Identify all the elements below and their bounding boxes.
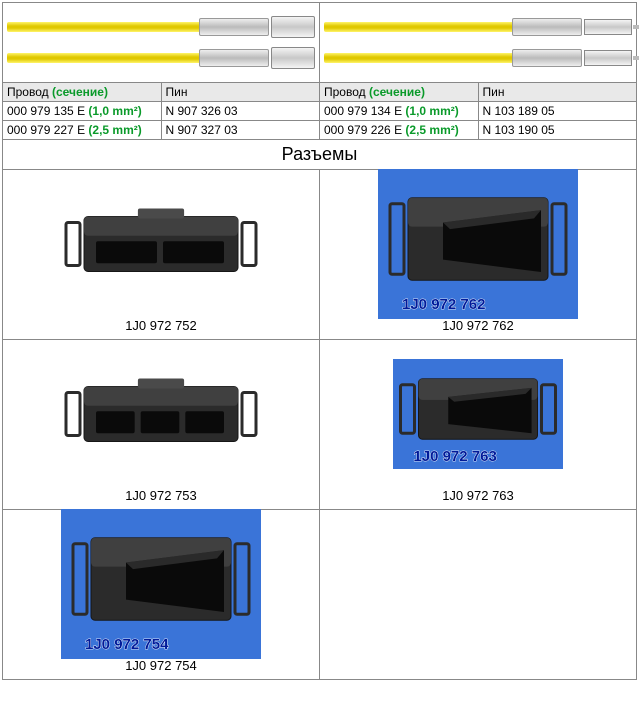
table-cell: N 907 327 03 — [161, 121, 320, 140]
wire-section: (2,5 mm²) — [405, 123, 458, 137]
col-header-provod-right: Провод (сечение) — [320, 83, 479, 102]
wire-section: (2,5 mm²) — [88, 123, 141, 137]
connector-cell — [320, 510, 637, 680]
col-header-provod-left: Провод (сечение) — [3, 83, 162, 102]
section-title: Разъемы — [3, 140, 637, 170]
connector-image — [7, 174, 315, 314]
table-cell: N 907 326 03 — [161, 102, 320, 121]
connector-image: 1J0 972 762 — [324, 174, 632, 314]
connector-cell: 1J0 972 762 1J0 972 762 — [320, 170, 637, 340]
table-cell: N 103 189 05 — [478, 102, 637, 121]
table-cell: N 103 190 05 — [478, 121, 637, 140]
connector-cell: 1J0 972 754 1J0 972 754 — [3, 510, 320, 680]
table-cell: 000 979 134 E (1,0 mm²) — [320, 102, 479, 121]
svg-text:1J0 972 763: 1J0 972 763 — [413, 448, 496, 465]
wire-image-left — [3, 3, 320, 83]
svg-text:1J0 972 754: 1J0 972 754 — [85, 636, 169, 653]
wire-partno: 000 979 134 E — [324, 104, 402, 118]
col-header-pin-right: Пин — [478, 83, 637, 102]
wire-section: (1,0 mm²) — [405, 104, 458, 118]
catalog-table: Провод (сечение) Пин Провод (сечение) Пи… — [2, 2, 637, 680]
connector-caption: 1J0 972 762 — [324, 318, 632, 333]
wire-image-right — [320, 3, 637, 83]
hdr-provod-label-r: Провод — [324, 85, 366, 99]
connector-cell: 1J0 972 763 1J0 972 763 — [320, 340, 637, 510]
hdr-provod-label: Провод — [7, 85, 49, 99]
hdr-provod-green-r: (сечение) — [369, 85, 425, 99]
connector-image: 1J0 972 754 — [7, 514, 315, 654]
wire-section: (1,0 mm²) — [88, 104, 141, 118]
connector-cell: 1J0 972 753 — [3, 340, 320, 510]
svg-text:1J0 972 762: 1J0 972 762 — [402, 296, 485, 313]
connector-caption: 1J0 972 754 — [7, 658, 315, 673]
connector-cell: 1J0 972 752 — [3, 170, 320, 340]
wire-partno: 000 979 135 E — [7, 104, 85, 118]
table-cell: 000 979 227 E (2,5 mm²) — [3, 121, 162, 140]
hdr-provod-green: (сечение) — [52, 85, 108, 99]
table-cell: 000 979 226 E (2,5 mm²) — [320, 121, 479, 140]
connector-image: 1J0 972 763 — [324, 344, 632, 484]
col-header-pin-left: Пин — [161, 83, 320, 102]
wire-partno: 000 979 226 E — [324, 123, 402, 137]
connector-caption: 1J0 972 752 — [7, 318, 315, 333]
connector-caption: 1J0 972 763 — [324, 488, 632, 503]
connector-image — [7, 344, 315, 484]
connector-caption: 1J0 972 753 — [7, 488, 315, 503]
table-cell: 000 979 135 E (1,0 mm²) — [3, 102, 162, 121]
wire-partno: 000 979 227 E — [7, 123, 85, 137]
